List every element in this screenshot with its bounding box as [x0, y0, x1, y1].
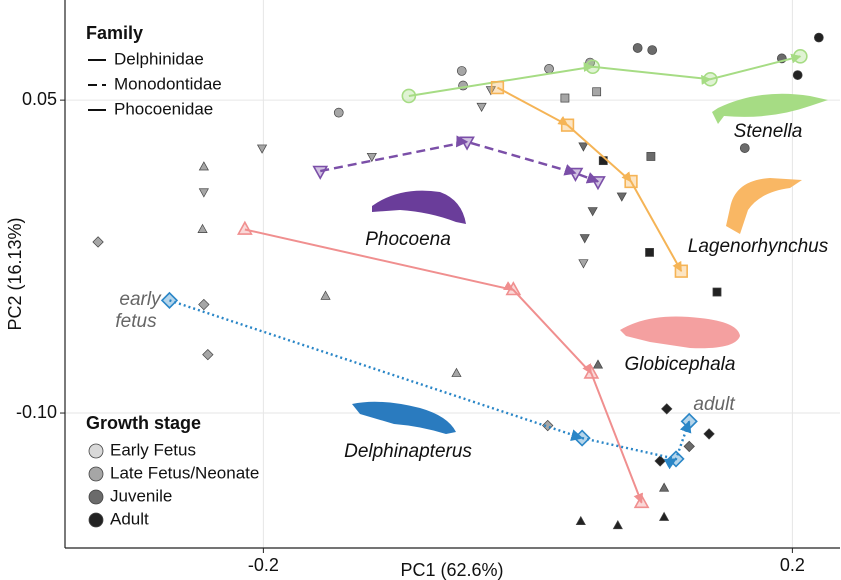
- background-point: [451, 367, 462, 377]
- legend-label: Phocoenidae: [114, 99, 213, 118]
- y-tick-label: 0.05: [22, 89, 57, 109]
- legend-label: Adult: [110, 509, 149, 528]
- legend-label: Late Fetus/Neonate: [110, 463, 259, 482]
- background-point: [366, 152, 377, 163]
- species-label: Globicephala: [625, 354, 736, 375]
- background-point: [202, 348, 214, 361]
- background-point: [198, 298, 210, 311]
- background-point: [575, 515, 586, 526]
- grid: [65, 0, 840, 548]
- background-point: [198, 161, 209, 171]
- background-point: [592, 87, 602, 97]
- background-point: [544, 63, 554, 74]
- background-point: [646, 152, 656, 161]
- background-point: [813, 32, 824, 43]
- species-label: Delphinapterus: [344, 441, 472, 462]
- x-tick-label: 0.2: [780, 555, 805, 575]
- trajectory-point: [312, 165, 329, 180]
- background-point: [476, 102, 487, 113]
- legend-title: Growth stage: [86, 413, 201, 433]
- legend-label: Delphinidae: [114, 49, 204, 68]
- background-point: [703, 428, 715, 440]
- trajectory-point: [590, 176, 606, 191]
- background-point: [560, 93, 570, 103]
- y-axis-label: PC2 (16.13%): [5, 217, 25, 330]
- trajectory-line: [496, 86, 683, 273]
- trajectory-point: [237, 220, 253, 235]
- background-point: [320, 290, 331, 300]
- trajectory-point: [793, 49, 808, 64]
- trajectory-point: [459, 136, 475, 151]
- annotation: adult: [693, 394, 735, 415]
- trajectory-point: [674, 264, 688, 278]
- trajectories: [160, 49, 808, 509]
- trajectory-point: [560, 118, 575, 132]
- trajectory-point: [505, 281, 522, 296]
- legend-title: Family: [86, 23, 143, 43]
- background-point: [661, 403, 673, 415]
- background-point: [792, 70, 803, 80]
- legend-swatch: [88, 466, 104, 482]
- trajectory-point: [585, 59, 600, 75]
- stenella-icon: [712, 93, 828, 124]
- trajectory-point: [160, 291, 179, 309]
- background-point: [456, 66, 467, 76]
- trajectory-point: [567, 167, 584, 182]
- trajectory-point: [680, 412, 698, 430]
- trajectory-point: [490, 80, 505, 95]
- trajectory-line: [320, 135, 600, 184]
- annotation: fetus: [115, 311, 157, 332]
- trajectory-line: [169, 299, 692, 470]
- trajectory-point: [703, 71, 718, 87]
- background-point: [659, 482, 670, 492]
- x-axis-label: PC1 (62.6%): [400, 560, 503, 580]
- species-label: Stenella: [734, 121, 803, 142]
- legend-label: Early Fetus: [110, 440, 196, 459]
- species-label: Lagenorhynchus: [688, 236, 829, 257]
- background-point: [197, 223, 208, 233]
- legend-swatch: [88, 443, 104, 459]
- silhouettes: [352, 93, 828, 434]
- trajectory-point: [633, 493, 650, 509]
- trajectory-point: [624, 174, 638, 189]
- background-point: [612, 520, 623, 530]
- trajectory-point: [573, 429, 591, 447]
- background-point: [645, 248, 654, 257]
- x-tick-label: -0.2: [248, 555, 279, 575]
- globicephala-icon: [620, 316, 740, 349]
- background-point: [256, 144, 268, 154]
- background-point: [333, 107, 344, 118]
- background-point: [659, 511, 670, 521]
- lagenorhynchus-icon: [726, 178, 802, 234]
- delphinapterus-icon: [352, 401, 456, 434]
- phocoena-icon: [372, 190, 466, 224]
- legend-label: Juvenile: [110, 486, 172, 505]
- background-point: [739, 143, 750, 153]
- trajectory-point: [667, 450, 685, 468]
- background-point: [712, 287, 722, 297]
- trajectory-point: [401, 88, 417, 104]
- background-point: [198, 188, 209, 198]
- species-label: Phocoena: [365, 229, 451, 250]
- legend-label: Monodontidae: [114, 74, 222, 93]
- legend-swatch: [88, 512, 104, 528]
- legend-swatch: [88, 489, 104, 505]
- y-tick-label: -0.10: [16, 402, 57, 422]
- background-point: [92, 236, 104, 248]
- background-point: [647, 45, 658, 55]
- annotation: early: [119, 289, 162, 310]
- background-point: [632, 43, 643, 53]
- trajectory-point: [583, 364, 600, 379]
